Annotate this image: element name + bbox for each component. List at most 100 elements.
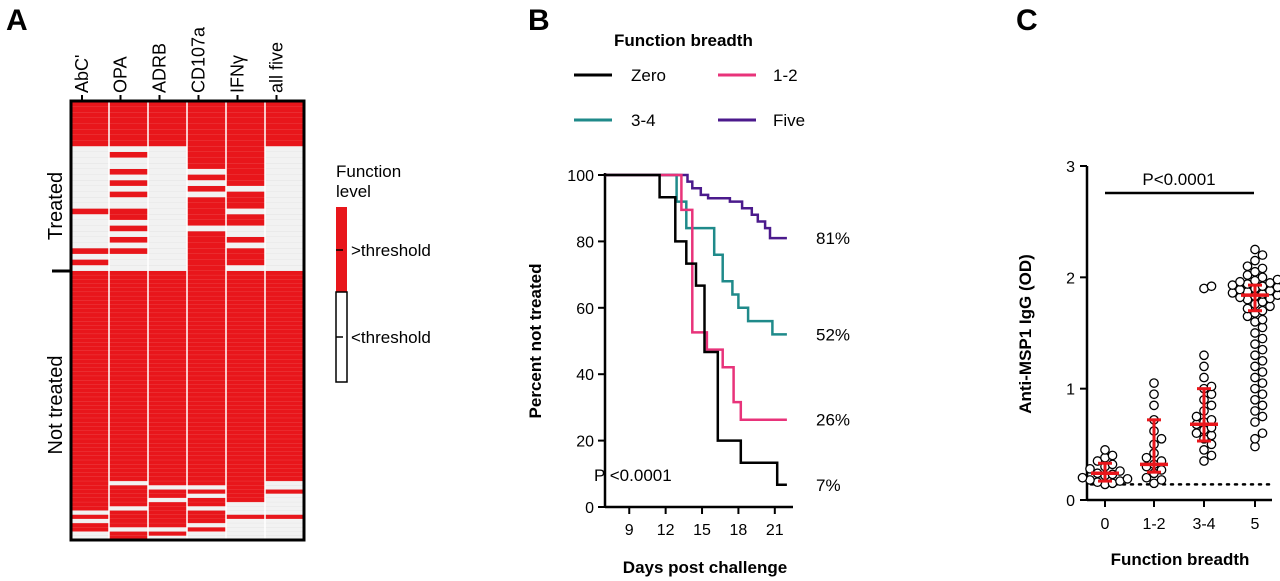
heatmap-cell <box>71 439 109 444</box>
heatmap-cell <box>265 313 304 318</box>
heatmap-cell <box>71 418 109 423</box>
heatmap-cell <box>226 225 265 232</box>
heatmap-cell <box>109 460 148 465</box>
heatmap-cell <box>71 254 109 260</box>
heatmap-cell <box>226 397 265 402</box>
heatmap-cell <box>187 497 226 503</box>
heatmap-cell <box>226 146 265 153</box>
panel-b: B Function breadth Zero 1-2 3-4 Five 0 20… <box>526 4 850 577</box>
heatmap-cell <box>226 135 265 141</box>
heatmap-cell <box>187 489 226 494</box>
heatmap-cell <box>226 118 265 124</box>
heatmap-cell <box>265 214 304 221</box>
legend-label-3-4: 3-4 <box>631 111 656 130</box>
heatmap-cell <box>71 112 109 119</box>
heatmap-cell <box>265 135 304 141</box>
heatmap-cell <box>109 157 148 164</box>
heatmap-cell <box>226 163 265 170</box>
heatmap-cell <box>265 283 304 289</box>
heatmap-cell <box>187 329 226 335</box>
heatmap-cell <box>109 237 148 243</box>
heatmap-cell <box>226 157 265 164</box>
heatmap-cell <box>187 422 226 427</box>
heatmap-cell <box>148 157 187 164</box>
heatmap-cell <box>187 518 226 524</box>
heatmap-cell <box>109 363 148 368</box>
heatmap-cell <box>71 329 109 335</box>
heatmap-cell <box>265 304 304 310</box>
heatmap-cell <box>226 413 265 419</box>
heatmap-cell <box>148 455 187 461</box>
heatmap-cell <box>148 468 187 473</box>
heatmap-cell <box>109 489 148 494</box>
heatmap-cell <box>265 169 304 175</box>
heatmap-cell <box>109 485 148 490</box>
heatmap-cell <box>109 317 148 322</box>
heatmap-cell <box>109 443 148 448</box>
heatmap-cell <box>109 283 148 289</box>
heatmap-cell <box>226 434 265 440</box>
heatmap-cell <box>187 418 226 423</box>
heatmap-column-labels: AbC' OPA ADRB CD107a IFNγ all five <box>72 26 287 101</box>
heatmap-cell <box>226 388 265 394</box>
heatmap-cell <box>265 308 304 314</box>
scatter-y-title: Anti-MSP1 IgG (OD) <box>1016 254 1035 414</box>
heatmap-cell <box>148 472 187 478</box>
heatmap-cell <box>226 451 265 457</box>
scatter-point <box>1257 428 1268 439</box>
heatmap-cell <box>148 254 187 260</box>
heatmap-cell <box>265 523 304 528</box>
heatmap-cell <box>265 472 304 478</box>
heatmap-cell <box>226 214 265 221</box>
scatter-point <box>1257 322 1268 333</box>
scatter-point <box>1235 276 1245 287</box>
scatter-point <box>1199 445 1209 455</box>
heatmap-cell <box>226 203 265 209</box>
heatmap-cell <box>187 514 226 520</box>
heatmap-cell <box>71 163 109 170</box>
legend-entry-1-2: 1-2 <box>718 66 798 85</box>
heatmap-cell <box>187 259 226 266</box>
heatmap-cell <box>187 129 226 136</box>
heatmap-cell <box>265 157 304 164</box>
heatmap-cell <box>71 409 109 415</box>
heatmap-cell <box>187 300 226 305</box>
heatmap-cell <box>148 231 187 238</box>
survival-p-value: P <0.0001 <box>594 466 672 485</box>
heatmap-cell <box>265 152 304 158</box>
heatmap-cell <box>265 401 304 406</box>
heatmap-cell <box>148 497 187 503</box>
heatmap-cell <box>187 292 226 297</box>
heatmap-cell <box>187 510 226 515</box>
heatmap-cell <box>109 265 148 272</box>
heatmap-cell <box>109 308 148 314</box>
heatmap-cell <box>226 197 265 204</box>
heatmap-cell <box>71 476 109 482</box>
heatmap-cell <box>71 180 109 187</box>
heatmap-cell <box>265 346 304 352</box>
heatmap-cell <box>265 359 304 364</box>
heatmap-cell <box>187 325 226 331</box>
heatmap-cell <box>187 308 226 314</box>
heatmap-cell <box>226 169 265 175</box>
heatmap-cell <box>109 296 148 301</box>
heatmap-cell <box>226 346 265 352</box>
heatmap-cell <box>187 502 226 507</box>
heatmap-cell <box>109 203 148 209</box>
legend-title: Function breadth <box>614 31 753 50</box>
heatmap-cell <box>109 129 148 136</box>
heatmap-cell <box>71 334 109 339</box>
heatmap-cell <box>71 506 109 511</box>
panel-letter-b: B <box>528 4 550 37</box>
scatter-point <box>1250 244 1260 255</box>
heatmap-cell <box>148 510 187 515</box>
heatmap-cell <box>265 418 304 423</box>
heatmap-cell <box>148 317 187 322</box>
survival-x-tick-label: 18 <box>730 522 748 539</box>
heatmap-cell <box>71 279 109 284</box>
heatmap-cell <box>148 334 187 339</box>
heatmap-cell <box>187 376 226 381</box>
scatter-point <box>1257 250 1268 260</box>
heatmap-cell <box>187 388 226 394</box>
